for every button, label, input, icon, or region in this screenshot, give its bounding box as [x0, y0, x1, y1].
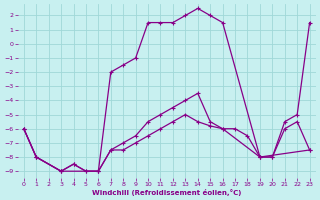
X-axis label: Windchill (Refroidissement éolien,°C): Windchill (Refroidissement éolien,°C)	[92, 189, 241, 196]
